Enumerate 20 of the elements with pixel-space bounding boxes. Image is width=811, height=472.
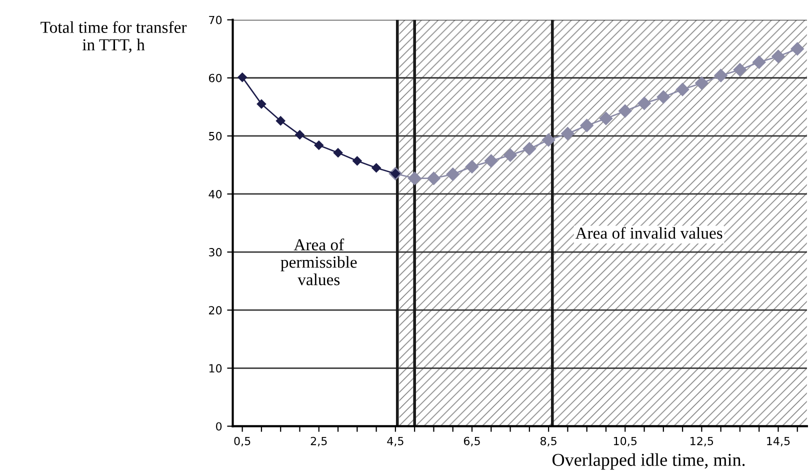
x-tick-label: 14,5 [767,436,790,446]
x-tick-label: 2,5 [310,436,327,446]
x-tick-label: 0,5 [234,436,250,446]
band-label: Area of invalid values [575,226,722,239]
y-tick-label: 40 [208,190,222,198]
annotation: Area of permissible values [280,238,357,286]
y-tick-label: 30 [209,248,222,256]
x-axis-title: Overlapped idle time, min. [552,453,745,470]
y-tick-label: 70 [209,16,222,24]
x-tick-label: 6,5 [464,436,480,446]
x-tick-label: 4,5 [387,436,404,446]
y-axis-title: Total time for transfer in TTT, h [40,21,187,53]
x-tick-label: 10,5 [614,436,637,446]
y-tick-label: 60 [208,74,222,82]
x-tick-label: 12,5 [690,436,714,446]
y-tick-label: 50 [209,132,222,140]
x-tick-label: 8,5 [540,436,556,446]
y-tick-label: 0 [216,422,222,431]
y-tick-label: 10 [209,364,222,373]
y-tick-label: 20 [209,306,222,314]
